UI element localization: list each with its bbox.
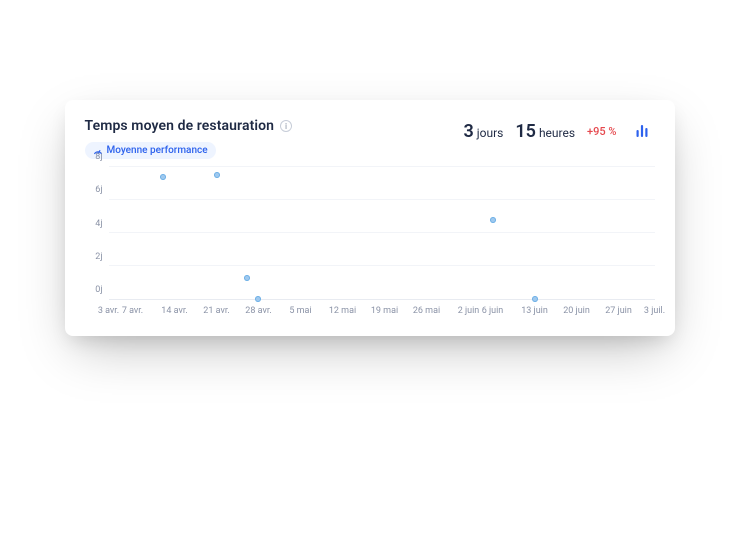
bar-chart-icon — [635, 124, 649, 138]
gridline — [109, 265, 655, 266]
plot-area — [109, 167, 655, 300]
x-tick: 20 juin — [563, 306, 590, 316]
x-tick: 27 juin — [605, 306, 632, 316]
metric-days: 3 jours — [463, 121, 503, 142]
metric-card: Temps moyen de restauration i Moyenne pe… — [65, 100, 675, 336]
delta-badge: +95 % — [587, 125, 616, 138]
x-tick: 13 juin — [521, 306, 548, 316]
x-tick: 5 mai — [289, 306, 311, 316]
x-tick: 28 avr. — [245, 306, 271, 316]
x-tick: 7 avr. — [122, 306, 143, 316]
badge-label: Moyenne performance — [107, 145, 208, 156]
x-tick: 3 juil. — [644, 306, 665, 316]
y-axis: 0j2j4j6j8j — [85, 167, 107, 300]
chart: 0j2j4j6j8j 3 avr.7 avr.14 avr.21 avr.28 … — [85, 167, 655, 322]
x-tick: 21 avr. — [203, 306, 229, 316]
x-axis: 3 avr.7 avr. 14 avr. 21 avr. 28 avr. 5 mai 12… — [85, 300, 655, 322]
data-point[interactable] — [244, 275, 250, 281]
x-tick: 6 juin — [482, 306, 504, 316]
data-point[interactable] — [160, 174, 166, 180]
chart-type-toggle[interactable] — [629, 118, 655, 144]
data-point[interactable] — [490, 217, 496, 223]
performance-badge: Moyenne performance — [85, 142, 216, 159]
y-tick: 2j — [95, 252, 102, 262]
x-tick: 19 mai — [371, 306, 398, 316]
header-right: 3 jours 15 heures +95 % — [463, 118, 654, 144]
gridline — [109, 166, 655, 167]
x-tick: 26 mai — [413, 306, 440, 316]
data-point[interactable] — [214, 172, 220, 178]
metric-days-unit: jours — [477, 126, 504, 140]
card-title: Temps moyen de restauration — [85, 118, 275, 134]
x-tick: 14 avr. — [161, 306, 187, 316]
x-tick: 12 mai — [329, 306, 356, 316]
info-icon[interactable]: i — [280, 120, 292, 132]
y-tick: 8j — [95, 152, 102, 162]
x-tick: 2 juin — [458, 306, 480, 316]
card-header: Temps moyen de restauration i Moyenne pe… — [85, 118, 655, 159]
y-tick: 4j — [95, 219, 102, 229]
metric-hours-value: 15 — [515, 121, 536, 142]
gridline — [109, 199, 655, 200]
metric-hours-unit: heures — [539, 126, 575, 140]
x-tick: 3 avr. — [98, 306, 119, 316]
title-row: Temps moyen de restauration i — [85, 118, 293, 134]
gridline — [109, 232, 655, 233]
metric-hours: 15 heures — [515, 121, 575, 142]
header-left: Temps moyen de restauration i Moyenne pe… — [85, 118, 293, 159]
y-tick: 6j — [95, 185, 102, 195]
metric-days-value: 3 — [463, 121, 473, 142]
y-tick: 0j — [95, 285, 102, 295]
